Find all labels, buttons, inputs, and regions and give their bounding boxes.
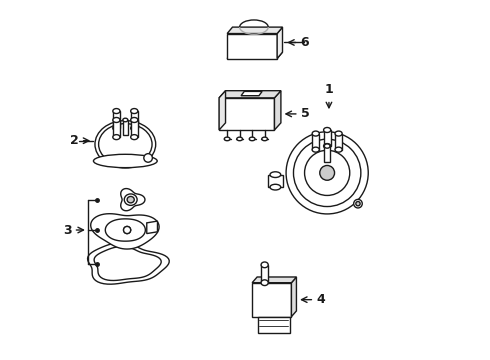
Ellipse shape xyxy=(131,126,138,131)
Ellipse shape xyxy=(249,137,255,141)
Ellipse shape xyxy=(237,137,243,141)
Polygon shape xyxy=(335,134,342,150)
Polygon shape xyxy=(268,175,283,187)
Polygon shape xyxy=(292,277,296,317)
Polygon shape xyxy=(113,120,120,137)
Ellipse shape xyxy=(224,137,230,141)
Polygon shape xyxy=(131,111,138,128)
Ellipse shape xyxy=(335,147,342,152)
Ellipse shape xyxy=(305,150,350,195)
Text: 6: 6 xyxy=(300,36,309,49)
Polygon shape xyxy=(105,219,146,241)
Polygon shape xyxy=(123,120,128,135)
Polygon shape xyxy=(261,265,268,283)
Polygon shape xyxy=(252,283,292,317)
Polygon shape xyxy=(227,52,283,59)
Ellipse shape xyxy=(312,131,319,136)
Polygon shape xyxy=(91,214,159,249)
Ellipse shape xyxy=(262,137,268,141)
Polygon shape xyxy=(121,189,145,211)
Text: 1: 1 xyxy=(324,83,333,96)
Polygon shape xyxy=(131,120,138,137)
Ellipse shape xyxy=(123,226,131,234)
Ellipse shape xyxy=(94,154,157,168)
Polygon shape xyxy=(88,243,169,284)
Polygon shape xyxy=(227,33,277,59)
Ellipse shape xyxy=(144,154,152,162)
Polygon shape xyxy=(324,146,330,162)
Ellipse shape xyxy=(286,132,368,214)
Text: 3: 3 xyxy=(63,224,72,237)
Ellipse shape xyxy=(270,172,281,177)
Ellipse shape xyxy=(356,202,360,206)
Ellipse shape xyxy=(131,109,138,113)
Ellipse shape xyxy=(324,144,330,148)
Text: 4: 4 xyxy=(316,293,325,306)
Ellipse shape xyxy=(131,135,138,140)
Ellipse shape xyxy=(124,194,137,205)
Polygon shape xyxy=(219,91,281,98)
Ellipse shape xyxy=(323,127,331,132)
Ellipse shape xyxy=(323,144,331,149)
Polygon shape xyxy=(147,221,157,234)
Ellipse shape xyxy=(113,117,120,122)
Ellipse shape xyxy=(261,262,268,268)
Ellipse shape xyxy=(113,135,120,140)
Polygon shape xyxy=(219,91,225,130)
Ellipse shape xyxy=(131,117,138,122)
Ellipse shape xyxy=(261,280,268,285)
Ellipse shape xyxy=(123,118,128,122)
Ellipse shape xyxy=(312,147,319,152)
Polygon shape xyxy=(274,91,281,130)
Polygon shape xyxy=(277,27,283,59)
Ellipse shape xyxy=(335,131,342,136)
Polygon shape xyxy=(94,247,161,280)
Ellipse shape xyxy=(320,166,335,180)
Polygon shape xyxy=(312,134,319,150)
Text: 2: 2 xyxy=(70,134,79,147)
Ellipse shape xyxy=(98,123,152,165)
Polygon shape xyxy=(252,277,296,283)
Ellipse shape xyxy=(113,109,120,113)
Ellipse shape xyxy=(270,184,281,190)
Ellipse shape xyxy=(95,121,156,168)
Ellipse shape xyxy=(127,197,134,203)
Ellipse shape xyxy=(113,126,120,131)
Ellipse shape xyxy=(294,139,361,207)
Polygon shape xyxy=(258,317,290,333)
Polygon shape xyxy=(113,111,120,128)
Polygon shape xyxy=(227,27,283,33)
Ellipse shape xyxy=(123,226,131,234)
Ellipse shape xyxy=(354,199,362,208)
Polygon shape xyxy=(323,130,331,146)
Text: 5: 5 xyxy=(300,107,309,120)
Polygon shape xyxy=(219,98,274,130)
Polygon shape xyxy=(241,91,262,96)
